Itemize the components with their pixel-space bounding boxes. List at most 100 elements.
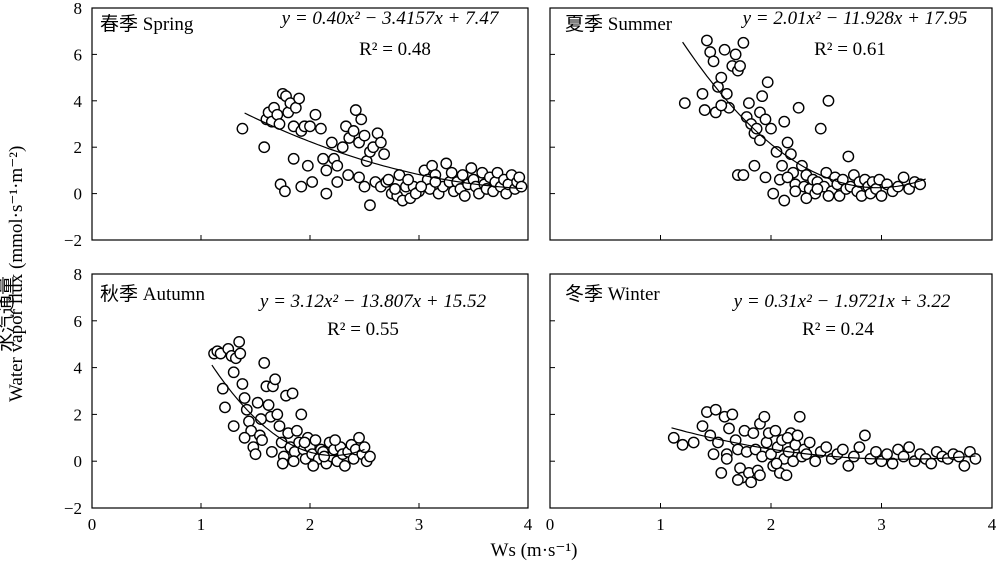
y-tick-label: 6 [74,45,83,64]
data-point [236,122,249,135]
data-point [243,415,255,428]
data-point [306,176,319,188]
fit-curve [682,41,926,189]
data-point [842,150,855,163]
data-point [759,171,772,184]
data-point [715,71,728,84]
data-point [287,455,300,468]
data-point [822,94,835,107]
data-point [776,159,788,172]
data-point [347,125,360,137]
data-point [287,152,300,165]
data-point [329,434,341,447]
data-point [342,169,355,181]
data-point [234,347,247,360]
data-point [748,159,761,172]
data-point [715,466,728,479]
data-point [780,469,793,482]
data-point [729,48,742,61]
data-point [331,159,344,172]
data-point [765,122,777,135]
data-point [770,457,783,470]
data-point [331,176,344,188]
data-point [769,424,782,437]
data-point [696,420,709,432]
x-tick-label: 2 [306,515,315,534]
data-point [870,445,882,458]
data-point [317,152,329,165]
data-point [309,108,322,121]
data-point [793,410,806,423]
data-point [734,60,746,72]
data-point [881,448,893,461]
data-point [445,166,458,179]
data-point [897,450,910,463]
data-point [265,445,278,458]
panel-title: 春季 Spring [100,13,194,35]
panel-summer: 夏季 Summer y = 2.01x² − 11.928x + 17.95 R² … [549,7,993,241]
data-point [791,429,804,442]
data-point [820,441,833,454]
data-point [286,387,299,400]
data-point [718,43,731,56]
data-point [800,192,813,205]
fit-curve [211,364,365,457]
data-point [309,434,322,447]
data-point [320,164,333,177]
y-tick-label: 4 [74,359,83,378]
data-point [737,36,750,49]
panel-title: 夏季 Summer [565,13,673,35]
x-tick-label: 3 [877,515,886,534]
data-point [903,441,916,454]
panel-autumn: −2 0 2 4 6 8 0 1 2 3 4 秋季 Autumn y = 3.12x² − 13.807… [64,265,533,534]
data-point [814,122,827,135]
data-point [233,335,246,348]
data-point [676,438,689,451]
data-point [781,136,794,149]
data-point [754,469,766,482]
panel-winter: 0 1 2 3 4 冬季 Winter y = 0.31x² − 1.9721x + 3.2… [546,273,997,534]
data-point [759,113,772,126]
data-point [726,408,739,421]
data-point [778,194,791,207]
r-squared: R² = 0.55 [327,319,399,340]
data-point [767,187,780,200]
data-point [754,134,766,147]
data-point [358,180,371,193]
data-point [969,452,982,465]
data-point [897,171,910,184]
data-point [859,429,871,442]
x-axis-title: Ws (m·s⁻¹) [491,540,578,561]
data-point [293,92,305,105]
y-tick-label: 0 [74,452,83,471]
data-point [291,424,303,437]
data-point [720,452,733,465]
x-tick-label: 2 [767,515,776,534]
data-point [761,76,774,89]
data-point [353,431,365,444]
data-point [440,157,453,170]
data-point [925,457,938,470]
y-axis-title-en: Water vapor flux (mmol·s⁻¹·m⁻²) [6,146,27,402]
data-point [709,403,722,416]
x-tick-label: 4 [524,515,533,534]
data-point [707,55,720,68]
regression-equation: y = 0.31x² − 1.9721x + 3.22 [732,291,951,312]
y-tick-label: 4 [74,92,83,111]
data-point [269,373,282,386]
data-point [382,173,395,186]
y-tick-label: 0 [74,185,83,204]
data-point [745,476,758,489]
y-axis-title: Water vapor flux (mmol·s⁻¹·m⁻²) 水汽通量 [0,146,27,402]
data-point [811,183,824,195]
y-tick-label: −2 [64,231,82,250]
data-point [847,450,860,463]
panel-title: 冬季 Winter [565,283,660,305]
data-point [336,141,349,154]
y-axis-title-cn: 水汽通量 [0,276,17,352]
r-squared: R² = 0.24 [802,319,874,340]
data-point [743,97,755,110]
data-point [325,136,338,149]
data-point [295,408,308,421]
panel-spring: −2 0 2 4 6 8 春季 Spring y = 0.40x² − 3.4157x + 7… [64,0,529,250]
